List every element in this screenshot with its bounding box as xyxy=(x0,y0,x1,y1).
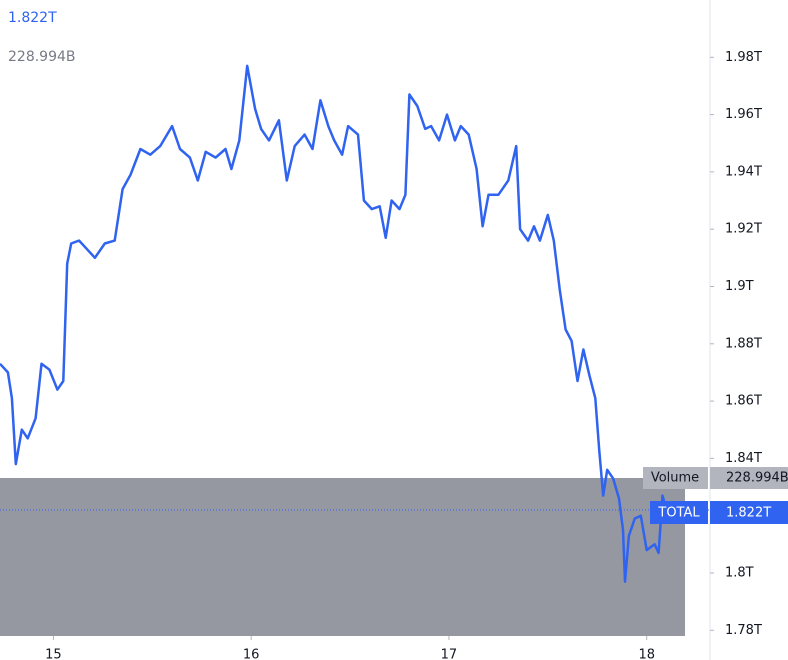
x-tick-label: 18 xyxy=(638,648,655,660)
y-tick-label: 1.92T xyxy=(725,222,762,237)
price-line xyxy=(0,64,668,583)
x-tick-label: 16 xyxy=(243,648,260,660)
y-tick-label: 1.8T xyxy=(725,565,754,580)
price-label: 1.822T xyxy=(8,10,57,26)
price-tag-label: 1.822T xyxy=(726,506,771,521)
price-tag xyxy=(710,501,788,524)
y-tick-label: 1.9T xyxy=(725,279,754,294)
volume-value-label: 228.994B xyxy=(8,49,76,65)
y-tick-label: 1.86T xyxy=(725,394,762,409)
series-tag xyxy=(650,501,708,524)
volume-value-tag xyxy=(710,467,788,489)
y-tick-label: 1.84T xyxy=(725,451,762,466)
y-tick-label: 1.88T xyxy=(725,336,762,351)
volume-value-tag-label: 228.994B xyxy=(726,471,788,486)
y-tick-label: 1.98T xyxy=(725,50,762,65)
volume-tag xyxy=(643,467,708,489)
volume-tag-label: Volume xyxy=(651,471,699,486)
x-tick-label: 15 xyxy=(45,648,62,660)
series-tag-label: TOTAL xyxy=(657,506,700,521)
y-tick-label: 1.94T xyxy=(725,164,762,179)
y-tick-label: 1.78T xyxy=(725,623,762,638)
volume-block xyxy=(0,478,685,636)
y-tick-label: 1.96T xyxy=(725,107,762,122)
x-tick-label: 17 xyxy=(441,648,458,660)
